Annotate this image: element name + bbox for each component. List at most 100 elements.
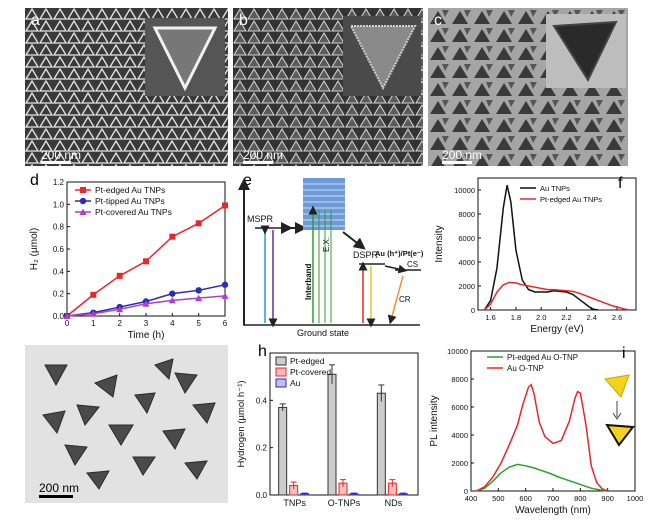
panel-f-chart: 1.6 1.8 2.0 2.2 2.4 2.6 0 2000 4000 6000 8000 10000… bbox=[434, 177, 637, 335]
panel-i-label: i bbox=[622, 345, 626, 362]
panel-b-scale-label: 200 nm bbox=[243, 148, 284, 162]
f-legend-label-0: Au TNPs bbox=[540, 184, 570, 193]
d-series-0-point-5 bbox=[195, 220, 202, 227]
d-xtick-label-1: 1 bbox=[91, 319, 96, 328]
d-ytick-label-6: 1.2 bbox=[53, 178, 65, 187]
f-series-0-line bbox=[483, 185, 599, 311]
i-xtick-label-1: 500 bbox=[492, 494, 505, 503]
f-plot-frame bbox=[477, 177, 637, 311]
h-bar-2-0 bbox=[376, 392, 386, 496]
d-series-2-point-5 bbox=[195, 294, 203, 302]
f-xtick-label-0: 1.6 bbox=[485, 313, 495, 322]
h-legend-label-2: Au bbox=[290, 378, 301, 388]
h-ytick-label-1: 0.2 bbox=[256, 444, 268, 453]
interband-text: Interband bbox=[304, 263, 313, 300]
f-ytick-label-3: 6000 bbox=[458, 234, 475, 243]
d-xtick-label-3: 3 bbox=[144, 319, 149, 328]
h-legend-swatch-1 bbox=[275, 367, 287, 377]
f-xtick-label-4: 2.4 bbox=[587, 313, 597, 322]
d-series-2-point-2 bbox=[116, 305, 124, 313]
d-series-2-point-0 bbox=[63, 312, 71, 319]
i-ytick-label-5: 10000 bbox=[447, 347, 468, 356]
h-ytick-label-2: 0.4 bbox=[256, 396, 268, 405]
f-ytick-label-1: 2000 bbox=[458, 282, 475, 291]
d-legend-marker-0 bbox=[80, 187, 86, 193]
i-ytick-label-2: 4000 bbox=[451, 431, 468, 440]
d-series-2-point-6 bbox=[221, 292, 229, 299]
dspr-text: DSPR bbox=[353, 250, 379, 260]
panel-b-texture bbox=[233, 8, 423, 166]
f-ytick-label-5: 10000 bbox=[454, 186, 475, 195]
d-legend-label-1: Pt-tipped Au TNPs bbox=[95, 196, 165, 206]
d-ylabel: H₂ (µmol) bbox=[29, 228, 40, 270]
energy-axis bbox=[243, 190, 245, 325]
d-legend-marker-2 bbox=[79, 208, 87, 215]
d-series-1-point-5 bbox=[195, 287, 202, 294]
cs-text: CS bbox=[407, 260, 418, 269]
d-series-0-point-2 bbox=[116, 272, 123, 279]
panel-c-scale-label: 200 nm bbox=[442, 148, 483, 162]
d-series-1-point-4 bbox=[169, 290, 176, 297]
i-xlabel: Wavelength (nm) bbox=[515, 505, 591, 515]
panel-b-micrograph: b 200 nm bbox=[233, 8, 423, 166]
f-ytick-label-4: 8000 bbox=[458, 210, 475, 219]
d-series-0-point-1 bbox=[90, 291, 97, 298]
panel-a-micrograph: a 200 nm bbox=[25, 8, 228, 166]
f-xtick-label-2: 2.0 bbox=[536, 313, 546, 322]
i-xtick-label-2: 600 bbox=[519, 494, 532, 503]
h-category-label-2: NDs bbox=[385, 498, 403, 508]
d-series-0-point-6 bbox=[222, 202, 228, 209]
f-xlabel: Energy (eV) bbox=[530, 324, 583, 335]
panel-g-scale-bar bbox=[39, 495, 73, 498]
i-series-0-line bbox=[476, 463, 608, 492]
inset-triangle-au bbox=[604, 374, 630, 398]
i-ytick-label-0: 0 bbox=[464, 487, 468, 496]
i-plot-frame bbox=[470, 350, 636, 492]
d-legend-label-0: Pt-edged Au TNPs bbox=[95, 185, 165, 195]
ex-text: E.X. bbox=[322, 237, 331, 252]
h-category-label-0: TNPs bbox=[283, 498, 306, 508]
d-xtick-label-2: 2 bbox=[117, 319, 122, 328]
i-legend-label-1: Au O-TNP bbox=[507, 364, 544, 373]
h-legend-swatch-0 bbox=[275, 356, 287, 366]
inset-triangle-pt-edged bbox=[605, 423, 635, 447]
panel-b-scale-bar bbox=[243, 161, 273, 164]
i-xtick-label-0: 400 bbox=[465, 494, 478, 503]
d-series-0-point-3 bbox=[143, 258, 149, 265]
d-ytick-label-4: 0.8 bbox=[53, 223, 65, 232]
d-ytick-label-1: 0.2 bbox=[53, 290, 65, 299]
h-legend-swatch-2 bbox=[275, 378, 287, 388]
panel-a-scale-label: 200 nm bbox=[41, 148, 82, 162]
panel-a-label: a bbox=[31, 12, 40, 29]
relax-arrow bbox=[342, 231, 366, 250]
panel-h-label: h bbox=[258, 343, 267, 360]
cr-arrow bbox=[387, 275, 404, 325]
f-ytick-label-2: 4000 bbox=[458, 258, 475, 267]
d-xtick-label-4: 4 bbox=[170, 319, 175, 328]
interband-band bbox=[303, 178, 345, 230]
panel-g-particles bbox=[25, 345, 228, 503]
d-series-2-point-3 bbox=[142, 300, 150, 307]
f-xtick-label-1: 1.8 bbox=[511, 313, 521, 322]
d-xtick-label-5: 5 bbox=[196, 319, 201, 328]
h-bar-0-0 bbox=[278, 406, 288, 496]
d-legend-marker-1 bbox=[79, 197, 87, 205]
panel-b-label: b bbox=[239, 12, 248, 29]
f-ytick-label-0: 0 bbox=[471, 306, 475, 315]
h-ylabel: Hydrogen (µmol h⁻¹) bbox=[236, 380, 247, 467]
panel-d-chart: 0 1 2 3 4 5 6 0.0 0.2 0.4 0.6 0.8 1.0 1.2 Time (h) H₂ (… bbox=[29, 178, 229, 340]
f-legend-label-1: Pt-edged Au TNPs bbox=[540, 195, 602, 204]
panel-g-scale-label: 200 nm bbox=[39, 481, 80, 495]
panel-f-label: f bbox=[618, 175, 623, 192]
panel-a-scale-bar bbox=[41, 161, 71, 164]
h-legend-label-0: Pt-edged bbox=[290, 356, 325, 366]
d-ytick-label-3: 0.6 bbox=[53, 245, 65, 254]
i-xtick-label-3: 700 bbox=[547, 494, 560, 503]
f-series-1-line bbox=[483, 281, 630, 311]
d-series-1-point-6 bbox=[221, 281, 229, 288]
h-ytick-label-0: 0.0 bbox=[256, 491, 268, 500]
i-series-1-line bbox=[476, 383, 608, 492]
i-xtick-label-4: 800 bbox=[574, 494, 587, 503]
d-ytick-label-0: 0.0 bbox=[53, 312, 65, 321]
d-series-2-point-1 bbox=[89, 310, 97, 317]
